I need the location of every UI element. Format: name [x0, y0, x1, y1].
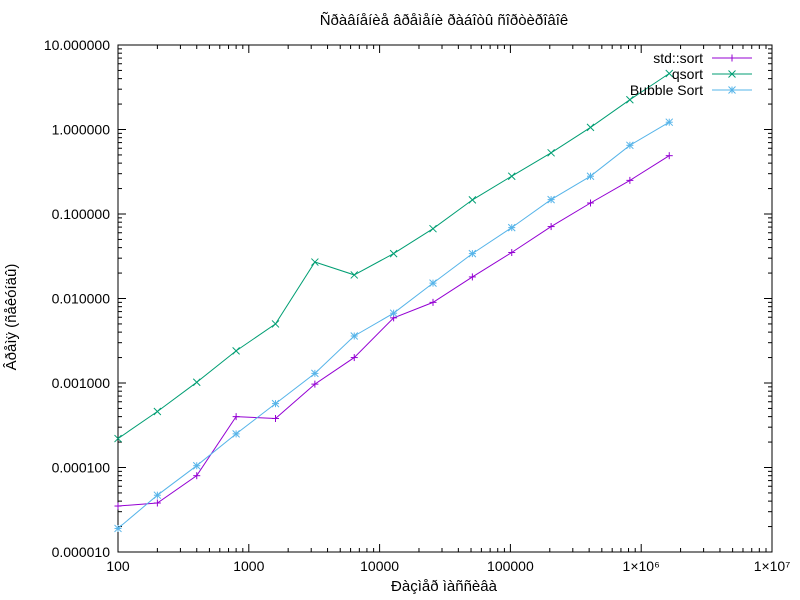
series-line-0	[117, 155, 670, 507]
data-point	[232, 413, 240, 421]
y-axis: 0.000010 0.000100 0.001000 0.010000 0.100000…	[44, 37, 772, 560]
x-tick-label: 100	[106, 558, 130, 574]
data-point	[547, 195, 555, 204]
y-tick-label: 10.000000	[44, 37, 110, 53]
data-point	[507, 223, 516, 232]
data-point	[192, 378, 201, 387]
data-point	[586, 172, 595, 181]
x-tick-label: 100000	[487, 558, 534, 574]
y-tick-label: 0.001000	[52, 375, 111, 391]
x-axis-title: Ðàçìåð ìàññèâà	[391, 578, 498, 595]
data-point	[232, 430, 240, 438]
x-tick-label: 10000	[360, 558, 399, 574]
legend-label: qsort	[672, 66, 703, 82]
data-point	[665, 118, 674, 127]
data-point	[114, 524, 122, 533]
data-point	[626, 176, 634, 184]
y-tick-label: 1.000000	[52, 122, 111, 138]
x-axis: 100 1000 10000 100000 1×10⁶ 1×10⁷	[106, 45, 790, 574]
chart-title: Ñðàâíåíèå âðåìåíè ðàáîòû ñîðòèðîâîê	[320, 12, 569, 29]
plot-area	[117, 44, 773, 553]
series-layer	[114, 69, 674, 533]
data-point	[311, 258, 319, 266]
y-tick-label: 0.010000	[52, 291, 111, 307]
data-point	[429, 224, 437, 233]
data-point	[350, 332, 359, 340]
data-point	[350, 354, 358, 362]
data-point	[468, 273, 476, 281]
y-tick-label: 0.100000	[52, 206, 111, 222]
data-point	[311, 380, 319, 388]
data-point	[547, 148, 555, 157]
y-axis-title: Âðåìÿ (ñåêóíäû)	[3, 264, 20, 371]
data-point	[586, 123, 595, 132]
data-point	[153, 407, 162, 416]
data-point	[311, 369, 319, 378]
data-point	[153, 499, 161, 507]
data-point	[389, 249, 398, 258]
legend-marker	[728, 86, 736, 94]
data-point	[271, 415, 279, 423]
data-point	[665, 152, 673, 160]
data-point	[626, 141, 634, 150]
data-point	[350, 271, 359, 279]
data-point	[626, 95, 634, 104]
y-tick-label: 0.000100	[52, 460, 111, 476]
data-point	[665, 69, 674, 78]
series-line-2	[117, 121, 670, 529]
y-tick-label: 0.000010	[52, 544, 111, 560]
data-point	[192, 461, 201, 470]
data-point	[114, 502, 122, 510]
data-point	[429, 298, 437, 306]
data-point	[271, 399, 280, 408]
plot-border	[117, 44, 773, 553]
series-line-1	[117, 73, 670, 440]
legend-label: std::sort	[653, 50, 703, 66]
data-point	[586, 199, 594, 207]
data-point	[232, 347, 240, 355]
x-tick-label: 1000	[233, 558, 264, 574]
data-point	[114, 434, 122, 443]
data-point	[153, 491, 162, 500]
legend-label: Bubble Sort	[630, 82, 703, 98]
x-tick-label: 1×10⁶	[623, 558, 660, 574]
data-point	[271, 320, 280, 328]
data-point	[468, 249, 477, 258]
data-point	[193, 472, 201, 480]
data-point	[508, 249, 516, 257]
data-point	[468, 196, 477, 204]
data-point	[507, 172, 516, 181]
data-point	[547, 223, 555, 231]
data-point	[429, 279, 437, 287]
legend-marker	[728, 54, 736, 62]
legend-marker	[728, 70, 736, 78]
data-point	[389, 309, 398, 318]
x-tick-label: 1×10⁷	[754, 558, 791, 574]
